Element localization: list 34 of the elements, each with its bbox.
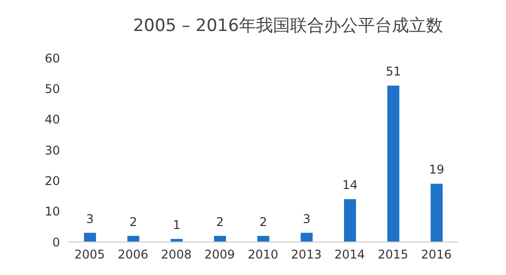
x-tick-label: 2009 (204, 248, 235, 262)
bar (300, 232, 313, 242)
y-tick-label: 40 (44, 112, 60, 127)
bar (344, 199, 356, 242)
data-label: 2 (216, 214, 224, 229)
x-tick-label: 2005 (74, 248, 105, 262)
chart-title: 2005 – 2016年我国联合办公平台成立数 (132, 15, 444, 38)
bar (214, 236, 226, 242)
x-tick-label: 2006 (118, 248, 148, 262)
x-tick-label: 2008 (161, 248, 192, 262)
y-tick-label: 10 (44, 204, 60, 219)
x-tick-label: 2013 (291, 248, 322, 262)
bar (127, 236, 140, 242)
data-label: 14 (342, 178, 358, 192)
bar (430, 184, 443, 242)
data-label: 2 (130, 214, 138, 229)
data-label: 2 (260, 214, 268, 229)
data-label: 19 (429, 162, 444, 177)
data-label: 3 (302, 212, 310, 226)
y-tick-label: 60 (44, 51, 60, 66)
x-tick-label: 2014 (334, 248, 365, 262)
x-tick-label: 2010 (248, 248, 278, 262)
x-tick-label: 2016 (421, 248, 452, 262)
data-label: 1 (172, 218, 180, 232)
bar (257, 236, 270, 242)
y-tick-label: 50 (44, 82, 60, 96)
bar (387, 86, 400, 242)
y-tick-label: 30 (44, 143, 60, 158)
y-tick-label: 0 (52, 235, 60, 250)
x-tick-label: 2015 (378, 248, 408, 262)
y-tick-label: 20 (44, 174, 60, 188)
data-label: 3 (86, 212, 94, 226)
bar (84, 232, 96, 242)
data-label: 51 (386, 64, 401, 79)
